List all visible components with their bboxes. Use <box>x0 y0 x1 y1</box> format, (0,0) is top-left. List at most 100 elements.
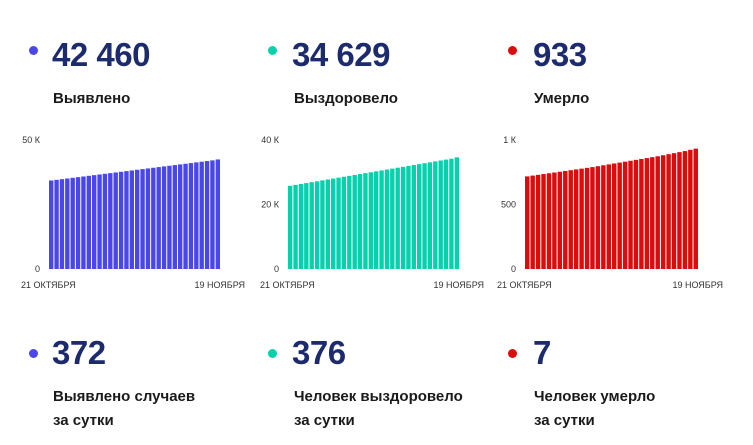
deaths-bar <box>639 158 644 269</box>
daily-recovered-label-2: за сутки <box>294 412 355 429</box>
deaths-bar <box>584 167 590 269</box>
recovered-label: Выздоровело <box>294 90 398 107</box>
deaths-bar <box>688 149 693 269</box>
recovered-ytick-label: 0 <box>274 264 279 274</box>
recovered-bar <box>341 176 347 269</box>
recovered-ytick-label: 40 К <box>261 135 280 145</box>
detected-bar <box>172 165 178 269</box>
deaths-total: 933 <box>533 36 587 73</box>
deaths-bar <box>530 175 535 269</box>
deaths-bar <box>552 172 557 269</box>
recovered-bar <box>395 167 400 269</box>
recovered-bar <box>325 179 331 269</box>
detected-x-end-label: 19 НОЯБРЯ <box>194 280 245 290</box>
recovered-bar <box>336 177 341 269</box>
detected-bar <box>124 171 129 269</box>
daily-detected-dot <box>29 349 38 358</box>
detected-bar <box>54 179 59 269</box>
daily-recovered-value: 376 <box>292 334 346 371</box>
deaths-bar <box>682 151 688 269</box>
deaths-ytick-label: 0 <box>511 264 516 274</box>
detected-ytick-label: 50 К <box>22 135 41 145</box>
deaths-bar <box>563 170 568 269</box>
daily-detected-value: 372 <box>52 334 106 371</box>
detected-bar <box>135 169 140 269</box>
recovered-bar <box>368 172 374 269</box>
deaths-chart: 0 500 1 К 21 ОКТЯБРЯ 19 НОЯБРЯ <box>497 135 723 290</box>
deaths-bar <box>655 156 660 269</box>
detected-bar <box>92 175 97 269</box>
recovered-bar <box>454 157 460 269</box>
deaths-bar <box>535 174 541 269</box>
recovered-bar <box>449 158 454 269</box>
deaths-bar <box>628 160 633 269</box>
deaths-bar <box>546 173 552 269</box>
detected-bar <box>151 167 156 269</box>
detected-bar <box>204 161 210 269</box>
daily-recovered-label-1: Человек выздоровело <box>294 388 463 405</box>
recovered-bar <box>422 163 427 269</box>
deaths-bar <box>601 165 606 269</box>
detected-bar <box>108 173 113 269</box>
deaths-bar <box>541 174 546 269</box>
detected-dot <box>29 46 38 55</box>
detected-bar <box>161 166 167 269</box>
deaths-bar <box>568 170 573 269</box>
deaths-bar <box>612 163 617 269</box>
detected-bar <box>118 171 124 269</box>
recovered-bar <box>379 170 384 269</box>
deaths-bar <box>671 153 677 269</box>
recovered-bar <box>331 178 336 269</box>
recovered-ytick-label: 20 К <box>261 200 280 210</box>
recovered-x-end-label: 19 НОЯБРЯ <box>433 280 484 290</box>
recovered-bar <box>390 168 395 269</box>
deaths-label: Умерло <box>534 90 590 107</box>
recovered-x-start-label: 21 ОКТЯБРЯ <box>260 280 315 290</box>
recovered-dot <box>268 46 277 55</box>
recovered-bar <box>411 165 417 269</box>
detected-bar <box>183 163 188 269</box>
detected-bar <box>210 160 215 269</box>
recovered-bar <box>400 166 406 269</box>
deaths-bar <box>579 168 584 269</box>
recovered-bar <box>347 175 352 269</box>
detected-bar <box>86 175 92 269</box>
daily-detected-label-2: за сутки <box>53 412 114 429</box>
recovered-bar <box>384 169 390 269</box>
detected-bar <box>140 169 145 269</box>
detected-bar <box>97 174 102 269</box>
recovered-bar <box>293 184 298 269</box>
deaths-bar <box>525 176 530 269</box>
detected-bar <box>113 172 118 269</box>
deaths-bar <box>693 148 698 269</box>
recovered-bar <box>417 164 422 269</box>
detected-bar <box>49 180 54 269</box>
deaths-bar <box>622 161 628 269</box>
deaths-bar <box>650 157 655 269</box>
daily-detected-label-1: Выявлено случаев <box>53 388 196 405</box>
deaths-bar <box>644 158 650 269</box>
deaths-bar <box>573 169 579 269</box>
recovered-bar <box>374 171 379 269</box>
recovered-bar <box>357 174 363 269</box>
daily-deaths-label-2: за сутки <box>534 412 595 429</box>
deaths-bar <box>595 166 601 269</box>
deaths-bar <box>666 154 671 269</box>
recovered-bar <box>314 181 320 269</box>
recovered-bar <box>443 159 449 269</box>
deaths-x-start-label: 21 ОКТЯБРЯ <box>497 280 552 290</box>
detected-x-start-label: 21 ОКТЯБРЯ <box>21 280 76 290</box>
deaths-bar <box>557 171 563 269</box>
detected-bar <box>167 165 172 269</box>
recovered-bar <box>309 182 314 269</box>
detected-bar <box>188 163 194 269</box>
deaths-bar <box>617 162 622 269</box>
deaths-bar <box>590 167 595 269</box>
detected-bar <box>81 176 86 269</box>
recovered-bar <box>427 162 433 269</box>
detected-bar <box>75 177 81 269</box>
detected-bar <box>102 173 108 269</box>
recovered-total: 34 629 <box>292 36 390 73</box>
detected-ytick-label: 0 <box>35 264 40 274</box>
deaths-dot <box>508 46 517 55</box>
